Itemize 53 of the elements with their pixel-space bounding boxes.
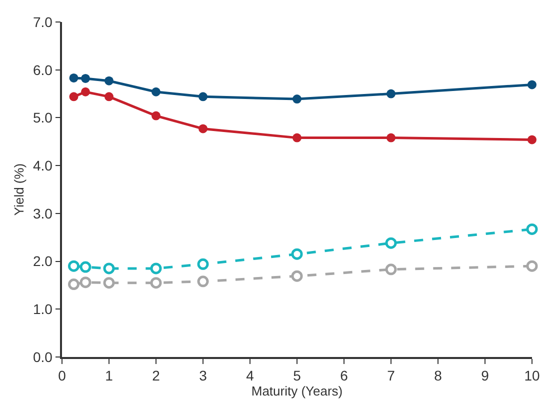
point [198, 92, 208, 102]
x-tick-label: 1 [105, 368, 114, 384]
y-tick-label: 4.0 [32, 157, 53, 174]
y-tick-label: 2.0 [32, 253, 53, 270]
point [104, 76, 114, 86]
x-tick-label: 7 [387, 368, 396, 384]
point [385, 237, 397, 249]
point [291, 270, 303, 282]
point [150, 262, 162, 274]
x-tick-label: 3 [199, 368, 208, 384]
x-tick-label: 5 [293, 368, 302, 384]
point [197, 276, 209, 288]
point [528, 135, 536, 144]
point [69, 92, 78, 102]
point [68, 260, 80, 272]
point [152, 87, 160, 96]
point [69, 73, 78, 82]
point [81, 74, 90, 83]
point [198, 124, 208, 134]
y-tick-label: 7.0 [32, 14, 53, 30]
point [68, 278, 80, 290]
x-tick-label: 6 [340, 368, 348, 384]
point [291, 248, 303, 260]
x-tick-label: 9 [481, 368, 490, 384]
x-tick-label: 2 [152, 368, 160, 384]
point [152, 111, 160, 120]
point [80, 276, 92, 288]
point [292, 94, 302, 104]
point [386, 89, 396, 98]
y-tick-label: 1.0 [32, 301, 53, 318]
y-axis-title: Yield (%) [11, 163, 26, 216]
x-axis-title: Maturity (Years) [251, 384, 343, 399]
point [528, 80, 536, 90]
point [386, 133, 396, 142]
x-tick-label: 8 [434, 368, 442, 384]
y-tick-label: 3.0 [32, 205, 53, 222]
x-tick-label: 10 [524, 368, 540, 384]
point [197, 258, 209, 270]
y-tick-label: 6.0 [32, 62, 53, 78]
point [103, 277, 115, 289]
point [80, 261, 92, 273]
point [81, 87, 90, 96]
point [292, 133, 302, 142]
y-tick-label: 5.0 [32, 110, 53, 126]
point [385, 264, 397, 276]
x-tick-label: 0 [58, 368, 66, 384]
y-tick-label: 0.0 [32, 348, 53, 365]
point [526, 260, 538, 272]
point [104, 92, 114, 102]
point [103, 262, 115, 274]
x-tick-label: 4 [246, 368, 254, 384]
point [526, 223, 538, 235]
point [150, 277, 162, 289]
